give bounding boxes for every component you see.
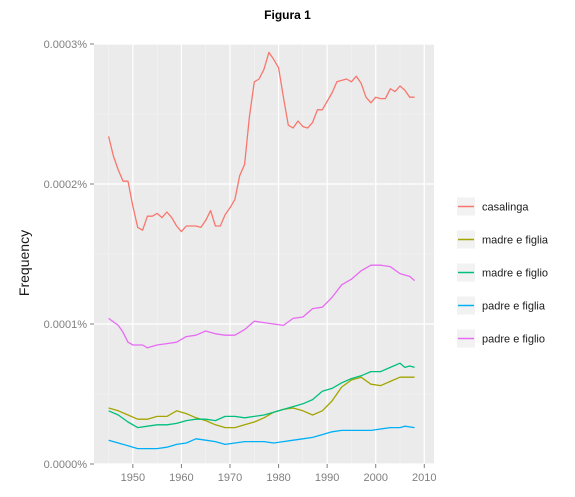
- series-line-padre-e-figlia: [108, 425, 415, 450]
- y-axis-label: Frequency: [16, 230, 32, 296]
- x-tick-label: 1980: [266, 472, 290, 484]
- y-tick-label: 0.0000%: [44, 459, 88, 471]
- legend: casalinga madre e figlia madre e figlio pad…: [455, 190, 567, 355]
- x-tick-label: 1950: [121, 472, 145, 484]
- x-tick-label: 1990: [315, 472, 339, 484]
- y-tick-label: 0.0002%: [44, 179, 88, 191]
- legend-label: madre e figlia: [482, 235, 549, 247]
- series-line-casalinga: [107, 51, 415, 233]
- x-tick-label: 2010: [412, 472, 436, 484]
- axes: 1950 1960 1970 1980 1990 2000 2010 0.0000% 0.000…: [44, 39, 437, 484]
- x-tick-label: 2000: [363, 472, 387, 484]
- legend-label: madre e figlio: [482, 268, 548, 280]
- x-tick-label: 1960: [169, 472, 193, 484]
- legend-label: padre e figlio: [482, 334, 545, 346]
- series-line-madre-e-figlio: [108, 362, 415, 429]
- series-line-madre-e-figlia: [108, 376, 415, 429]
- legend-label: padre e figlia: [482, 301, 546, 313]
- y-tick-label: 0.0003%: [44, 39, 88, 51]
- grid-lines: [94, 43, 434, 465]
- x-tick-label: 1970: [218, 472, 242, 484]
- figure-title: Figura 1: [264, 8, 311, 22]
- y-tick-label: 0.0001%: [44, 319, 88, 331]
- series-lines: [107, 51, 416, 450]
- series-line-padre-e-figlio: [108, 264, 416, 349]
- legend-label: casalinga: [482, 202, 529, 214]
